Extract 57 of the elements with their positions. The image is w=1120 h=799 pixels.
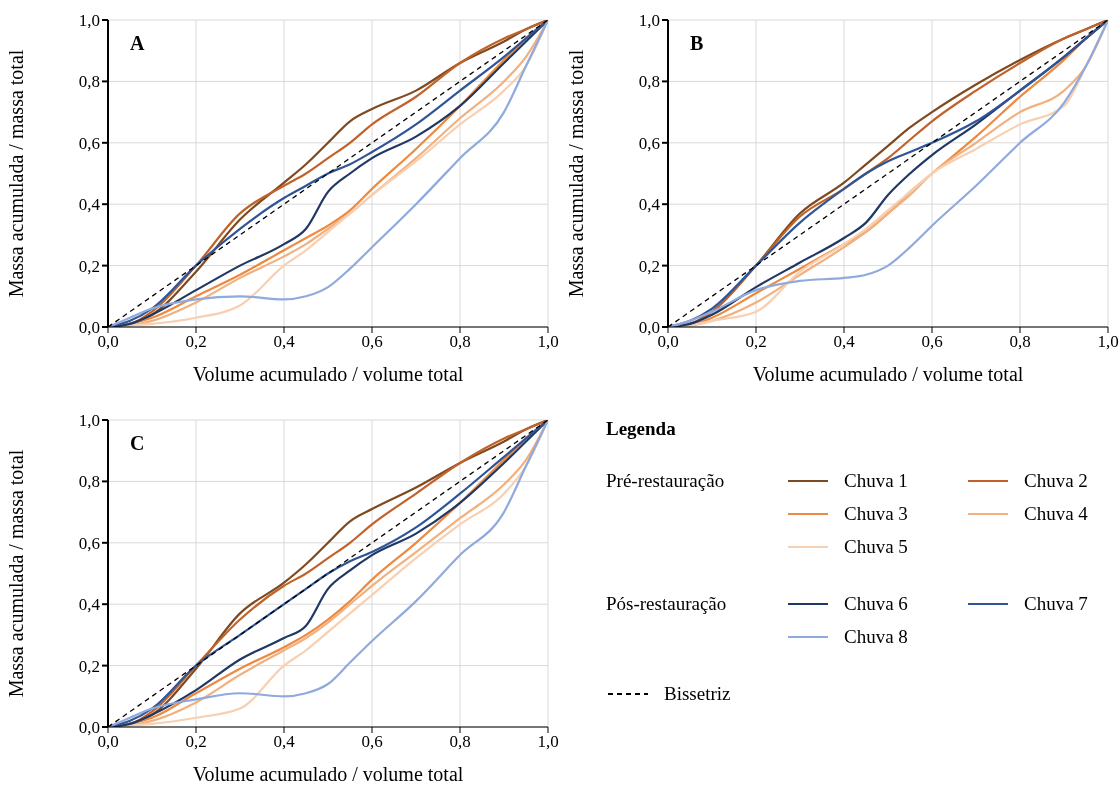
y-tick-label: 0,8 — [78, 72, 100, 92]
y-axis-title: Massa acumulada / massa total — [5, 49, 28, 298]
y-tick-label: 0,4 — [78, 195, 101, 215]
y-tick-label: 0,2 — [78, 656, 100, 676]
y-axis-title: Massa acumulada / massa total — [565, 49, 588, 298]
y-tick-label: 0,4 — [638, 195, 661, 215]
y-tick-label: 0,0 — [638, 318, 660, 338]
y-tick-label: 0,6 — [78, 533, 100, 553]
x-axis-title: Volume acumulado / volume total — [192, 363, 464, 385]
legend-label: Chuva 5 — [844, 535, 908, 558]
x-tick-label: 0,6 — [361, 732, 383, 752]
x-tick-label: 0,2 — [185, 332, 207, 352]
legend-label: Chuva 4 — [1024, 502, 1088, 525]
y-tick-label: 0,8 — [78, 472, 100, 492]
legend-label: Chuva 8 — [844, 625, 908, 648]
x-tick-label: 0,8 — [449, 332, 471, 352]
y-tick-label: 0,0 — [78, 318, 100, 338]
legend-label: Chuva 6 — [844, 592, 908, 615]
x-tick-label: 0,6 — [361, 332, 383, 352]
text: A — [130, 32, 145, 55]
x-axis-title: Volume acumulado / volume total — [752, 363, 1024, 385]
x-tick-label: 0,4 — [833, 332, 856, 352]
y-tick-label: 0,0 — [78, 718, 100, 738]
x-tick-label: 0,8 — [449, 732, 471, 752]
x-tick-label: 1,0 — [537, 332, 559, 352]
y-tick-label: 0,6 — [78, 133, 100, 153]
y-tick-label: 0,2 — [638, 256, 660, 276]
x-tick-label: 0,8 — [1009, 332, 1031, 352]
x-tick-label: 0,4 — [273, 332, 296, 352]
text: Pré-restauração — [606, 469, 726, 492]
text: Pós-restauração — [606, 592, 728, 615]
y-tick-label: 0,4 — [78, 595, 101, 615]
x-tick-label: 0,2 — [185, 732, 207, 752]
x-tick-label: 1,0 — [537, 732, 559, 752]
y-axis-title: Massa acumulada / massa total — [5, 449, 28, 698]
x-tick-label: 0,4 — [273, 732, 296, 752]
text: B — [690, 32, 704, 55]
x-tick-label: 0,0 — [657, 332, 679, 352]
text: C — [130, 432, 145, 455]
legend-label: Chuva 3 — [844, 502, 908, 525]
y-tick-label: 1,0 — [638, 11, 660, 31]
y-tick-label: 0,8 — [638, 72, 660, 92]
x-tick-label: 0,0 — [97, 732, 119, 752]
y-tick-label: 1,0 — [78, 411, 100, 431]
x-axis-title: Volume acumulado / volume total — [192, 763, 464, 785]
y-tick-label: 0,2 — [78, 256, 100, 276]
legend-title: Legenda — [606, 418, 677, 440]
legend-label: Chuva 1 — [844, 469, 908, 492]
x-tick-label: 1,0 — [1097, 332, 1119, 352]
x-tick-label: 0,6 — [921, 332, 943, 352]
x-tick-label: 0,2 — [745, 332, 767, 352]
y-tick-label: 0,6 — [638, 133, 660, 153]
legend-label: Bissetriz — [664, 682, 731, 705]
legend-label: Chuva 2 — [1024, 469, 1088, 492]
legend-label: Chuva 7 — [1024, 592, 1088, 615]
x-tick-label: 0,0 — [97, 332, 119, 352]
y-tick-label: 1,0 — [78, 11, 100, 31]
